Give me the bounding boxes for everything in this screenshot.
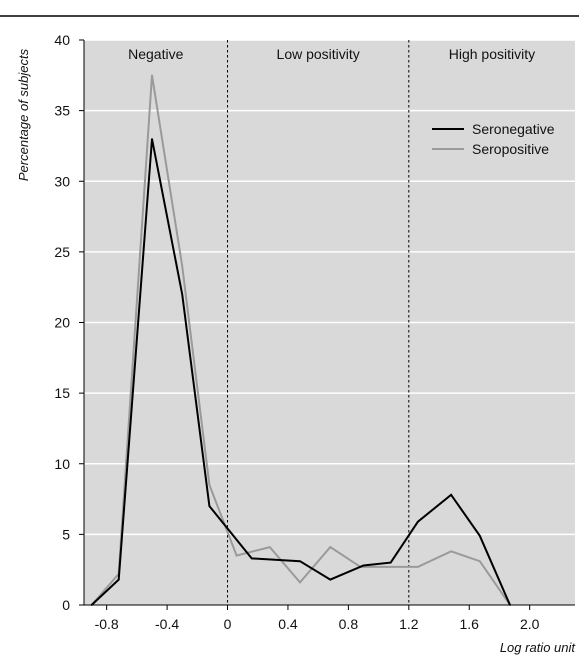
data-point-seropositive-4 <box>208 484 211 486</box>
legend-label-seronegative: Seronegative <box>472 121 555 137</box>
data-point-seronegative-6 <box>299 560 301 563</box>
legend: Seronegative Seropositive <box>432 121 555 157</box>
data-point-seronegative-8 <box>362 564 365 567</box>
region-label-1: Low positivity <box>277 46 360 62</box>
x-tick-label: -0.8 <box>95 616 119 632</box>
data-point-seropositive-10 <box>389 566 392 568</box>
series-line-seronegative <box>90 138 511 606</box>
y-tick-label: 35 <box>54 103 70 119</box>
x-tick-label: 2.0 <box>520 616 540 632</box>
x-tick-label: 0 <box>224 616 232 632</box>
data-point-seropositive-8 <box>329 546 332 548</box>
region-label-2: High positivity <box>449 46 535 62</box>
data-point-seropositive-11 <box>417 566 419 568</box>
y-tick-label: 25 <box>54 244 70 260</box>
data-point-seronegative-2 <box>151 138 153 140</box>
data-point-seropositive-5 <box>235 554 238 557</box>
data-point-seronegative-11 <box>450 494 452 496</box>
y-tick-label: 15 <box>54 385 70 401</box>
legend-label-seropositive: Seropositive <box>472 141 549 157</box>
data-point-seropositive-7 <box>299 581 301 584</box>
data-point-seropositive-3 <box>181 265 183 267</box>
y-axis-title: Percentage of subjects <box>16 48 31 181</box>
data-point-seronegative-5 <box>250 557 253 560</box>
data-point-seropositive-12 <box>450 550 452 553</box>
data-point-seropositive-2 <box>151 74 153 77</box>
data-point-seronegative-1 <box>117 578 120 581</box>
region-labels: Negative Low positivity High positivity <box>128 46 535 62</box>
region-dividers <box>227 40 410 605</box>
data-point-seropositive-6 <box>269 546 271 548</box>
series-lines <box>90 74 511 606</box>
x-tick-label: 1.6 <box>460 616 480 632</box>
tick-labels: 0 5 10 15 20 25 30 35 40 -0.8 -0.4 0 0.4 0.8 1.2 1.6 2.0 <box>54 32 539 632</box>
data-point-seronegative-4 <box>208 505 211 507</box>
y-tick-label: 0 <box>62 597 70 613</box>
data-point-seronegative-12 <box>479 534 481 537</box>
y-tick-label: 20 <box>54 315 70 331</box>
data-point-seronegative-7 <box>329 578 332 581</box>
data-point-seronegative-10 <box>417 520 419 523</box>
data-point-seronegative-9 <box>389 561 392 564</box>
x-tick-label: 0.4 <box>278 616 298 632</box>
axes <box>79 39 575 610</box>
x-axis-title: Log ratio unit <box>500 640 577 655</box>
x-tick-label: 0.8 <box>339 616 359 632</box>
y-tick-label: 30 <box>54 173 70 189</box>
y-tick-label: 40 <box>54 32 70 48</box>
gridlines <box>84 39 575 536</box>
data-point-seronegative-3 <box>181 293 183 296</box>
x-tick-label: 1.2 <box>399 616 419 632</box>
data-point-seropositive-13 <box>479 560 481 563</box>
y-tick-label: 5 <box>62 526 70 542</box>
region-label-0: Negative <box>128 46 183 62</box>
y-tick-label: 10 <box>54 456 70 472</box>
x-tick-label: -0.4 <box>155 616 179 632</box>
